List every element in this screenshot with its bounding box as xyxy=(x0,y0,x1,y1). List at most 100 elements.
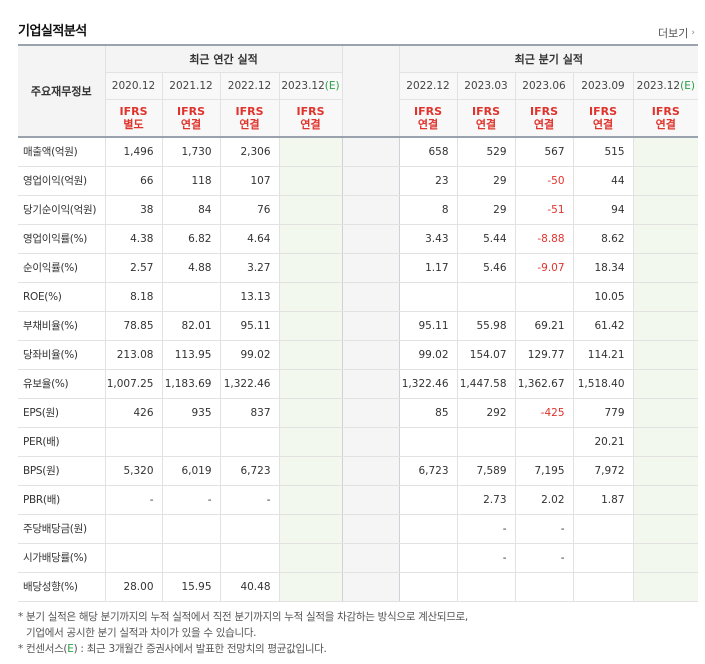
quarterly-cell: 658 xyxy=(399,136,458,167)
separator-cell xyxy=(342,369,400,399)
quarterly-cell xyxy=(633,427,699,457)
quarterly-cell: - xyxy=(457,514,516,544)
annual-cell: 1,496 xyxy=(105,136,163,167)
annual-cell xyxy=(105,543,163,573)
table-row: 영업이익(억원) 66 118 107 23 29 -50 44 xyxy=(18,166,699,196)
table-row: 매출액(억원) 1,496 1,730 2,306 658 529 567 515 xyxy=(18,136,699,167)
quarterly-cell xyxy=(515,427,574,457)
separator-cell xyxy=(342,282,400,312)
quarterly-cell: 8 xyxy=(399,195,458,225)
quarterly-period-header: 2023.03 xyxy=(457,72,516,100)
quarterly-cell: 10.05 xyxy=(573,282,634,312)
separator-cell xyxy=(342,398,400,428)
annual-cell: 213.08 xyxy=(105,340,163,370)
quarterly-cell: 114.21 xyxy=(573,340,634,370)
quarterly-cell: 1,362.67 xyxy=(515,369,574,399)
annual-cell: 38 xyxy=(105,195,163,225)
annual-cell xyxy=(279,572,343,602)
annual-cell: 2.57 xyxy=(105,253,163,283)
quarterly-cell xyxy=(399,572,458,602)
quarterly-cell xyxy=(633,311,699,341)
quarterly-cell: -50 xyxy=(515,166,574,196)
quarterly-cell xyxy=(457,572,516,602)
quarterly-cell: - xyxy=(457,543,516,573)
estimate-mark: E xyxy=(67,643,74,655)
more-link[interactable]: 더보기 › xyxy=(658,25,695,41)
accounting-standard: IFRS 연결 xyxy=(457,99,516,138)
annual-cell: 2,306 xyxy=(220,136,280,167)
quarterly-cell xyxy=(573,572,634,602)
row-label: PER(배) xyxy=(18,427,106,457)
quarterly-cell xyxy=(633,456,699,486)
quarterly-cell: -51 xyxy=(515,195,574,225)
row-label: 부채비율(%) xyxy=(18,311,106,341)
annual-cell xyxy=(105,427,163,457)
annual-cell: 78.85 xyxy=(105,311,163,341)
annual-cell xyxy=(220,427,280,457)
table-row: EPS(원) 426 935 837 85 292 -425 779 xyxy=(18,398,699,428)
table-row: 시가배당률(%) - - xyxy=(18,543,699,573)
annual-cell: 4.88 xyxy=(162,253,221,283)
chevron-right-icon: › xyxy=(691,28,695,38)
quarterly-cell: 292 xyxy=(457,398,516,428)
annual-cell: 5,320 xyxy=(105,456,163,486)
table-row: 부채비율(%) 78.85 82.01 95.11 95.11 55.98 69.21 61.… xyxy=(18,311,699,341)
annual-cell: 1,322.46 xyxy=(220,369,280,399)
separator-cell xyxy=(342,195,400,225)
annual-cell: 4.38 xyxy=(105,224,163,254)
quarterly-cell: 1.17 xyxy=(399,253,458,283)
quarterly-cell xyxy=(633,282,699,312)
quarterly-cell: 529 xyxy=(457,136,516,167)
annual-cell: 15.95 xyxy=(162,572,221,602)
annual-cell: 8.18 xyxy=(105,282,163,312)
annual-cell xyxy=(220,543,280,573)
separator-cell xyxy=(342,311,400,341)
annual-cell xyxy=(162,543,221,573)
quarterly-cell xyxy=(633,543,699,573)
quarterly-cell: -8.88 xyxy=(515,224,574,254)
quarterly-cell: 1,518.40 xyxy=(573,369,634,399)
table-row: 영업이익률(%) 4.38 6.82 4.64 3.43 5.44 -8.88 8.62 xyxy=(18,224,699,254)
quarterly-cell xyxy=(573,543,634,573)
accounting-standard: IFRS 연결 xyxy=(162,99,221,138)
annual-cell xyxy=(220,514,280,544)
annual-cell: - xyxy=(220,485,280,515)
quarterly-cell xyxy=(399,427,458,457)
annual-cell: 6,019 xyxy=(162,456,221,486)
quarterly-cell xyxy=(633,485,699,515)
quarterly-cell xyxy=(399,514,458,544)
quarterly-cell: 23 xyxy=(399,166,458,196)
quarterly-period-header: 2023.09 xyxy=(573,72,634,100)
annual-group-header: 최근 연간 실적 xyxy=(105,44,343,73)
quarterly-cell: 85 xyxy=(399,398,458,428)
quarterly-period-header: 2023.12(E) xyxy=(633,72,699,100)
accounting-standard: IFRS 연결 xyxy=(573,99,634,138)
annual-cell xyxy=(279,369,343,399)
row-label: 매출액(억원) xyxy=(18,136,106,167)
row-label: 시가배당률(%) xyxy=(18,543,106,573)
quarterly-cell: 55.98 xyxy=(457,311,516,341)
footnote-1-cont: 기업에서 공시한 분기 실적과 차이가 있을 수 있습니다. xyxy=(26,627,257,639)
accounting-standard: IFRS 연결 xyxy=(399,99,458,138)
quarterly-cell: 515 xyxy=(573,136,634,167)
table-row: 당좌비율(%) 213.08 113.95 99.02 99.02 154.07 129.7… xyxy=(18,340,699,370)
annual-cell: 107 xyxy=(220,166,280,196)
quarterly-cell: 1,447.58 xyxy=(457,369,516,399)
quarterly-cell: 779 xyxy=(573,398,634,428)
footnotes: * 분기 실적은 해당 분기까지의 누적 실적에서 직전 분기까지의 누적 실적… xyxy=(18,609,468,657)
table-row: 유보율(%) 1,007.25 1,183.69 1,322.46 1,322.46 1,… xyxy=(18,369,699,399)
quarterly-cell xyxy=(633,398,699,428)
accounting-standard: IFRS 별도 xyxy=(105,99,163,138)
row-label: 배당성향(%) xyxy=(18,572,106,602)
quarterly-cell: -9.07 xyxy=(515,253,574,283)
more-label: 더보기 xyxy=(658,27,689,40)
annual-cell xyxy=(162,427,221,457)
quarterly-cell: 567 xyxy=(515,136,574,167)
separator-cell xyxy=(342,340,400,370)
annual-cell xyxy=(105,514,163,544)
quarterly-cell: 2.73 xyxy=(457,485,516,515)
quarterly-cell: 61.42 xyxy=(573,311,634,341)
annual-cell xyxy=(279,543,343,573)
annual-cell xyxy=(279,514,343,544)
quarterly-cell xyxy=(515,572,574,602)
